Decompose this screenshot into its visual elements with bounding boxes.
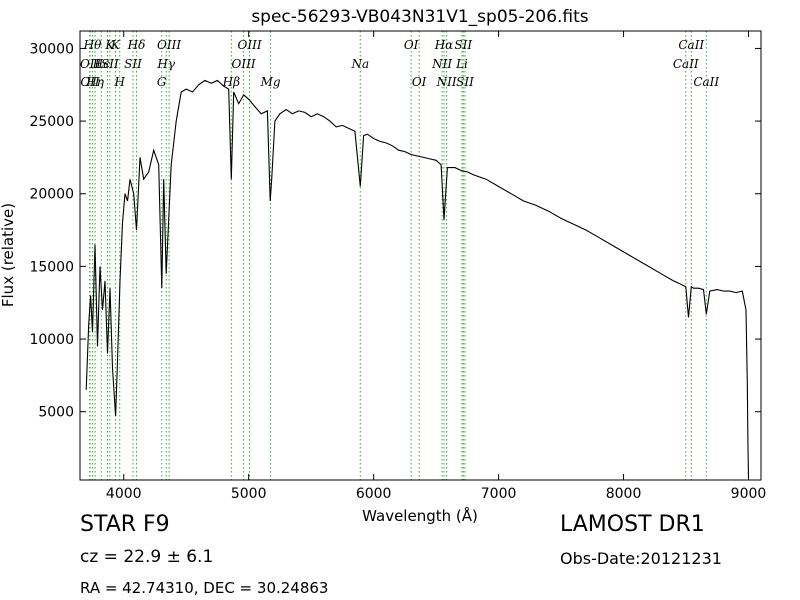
spectral-line-label: Hγ — [156, 57, 175, 71]
observation-date: Obs-Date:20121231 — [560, 549, 722, 568]
y-tick-label: 10000 — [29, 332, 74, 348]
x-tick-label: 6000 — [356, 486, 392, 502]
spectral-line-label: Hη — [85, 75, 104, 89]
x-axis-ticks: 4000 5000 6000 7000 8000 9000 — [106, 31, 766, 502]
spectral-line-label: OI — [412, 75, 427, 89]
spectral-line-label: K — [104, 38, 115, 52]
spectrum-line — [85, 79, 750, 479]
y-tick-label: 5000 — [38, 405, 74, 421]
spectral-line-label: Hδ — [127, 38, 146, 52]
y-axis-ticks: 5000 10000 15000 20000 25000 30000 — [29, 41, 761, 421]
x-tick-label: 8000 — [606, 486, 642, 502]
x-axis-label: Wavelength (Å) — [362, 506, 478, 525]
spectral-line-label: H — [114, 75, 126, 89]
x-tick-label: 7000 — [481, 486, 517, 502]
spectral-line-label: SII — [454, 38, 472, 52]
spectral-line-label: CaII — [678, 38, 704, 52]
spectral-line-label: K — [110, 38, 121, 52]
spectral-line-label: OIII — [232, 57, 256, 71]
coordinates: RA = 42.74310, DEC = 30.24863 — [80, 579, 329, 597]
object-class: STAR F9 — [80, 512, 170, 537]
spectral-line-label: OIII — [238, 38, 262, 52]
spectral-line-label: Li — [455, 57, 468, 71]
y-tick-label: 20000 — [29, 187, 74, 203]
spectral-line-label: Mg — [260, 75, 281, 89]
spectral-line-label: NII — [431, 57, 452, 71]
spectral-line-label: Hθ — [83, 38, 102, 52]
y-tick-label: 30000 — [29, 41, 74, 57]
spectral-line-label: CaII — [673, 57, 699, 71]
spectral-line-label: OII — [80, 75, 100, 89]
redshift-value: cz = 22.9 ± 6.1 — [80, 547, 214, 567]
y-tick-label: 25000 — [29, 114, 74, 130]
spectral-line-label: OIII — [157, 38, 181, 52]
chart-title: spec-56293-VB043N31V1_sp05-206.fits — [251, 7, 588, 27]
spectral-line-label: SII — [124, 57, 142, 71]
spectral-line-label: Hα — [434, 38, 454, 52]
spectral-line-label: ISII — [95, 57, 119, 71]
spectral-line-label: Hc — [92, 57, 110, 71]
spectral-line-markers — [89, 31, 707, 480]
spectral-line-label: CaII — [693, 75, 719, 89]
spectral-line-label: Hβ — [222, 75, 240, 89]
x-tick-label: 5000 — [231, 486, 267, 502]
plot-frame — [79, 30, 762, 481]
x-tick-label: 4000 — [106, 486, 142, 502]
y-tick-label: 15000 — [29, 259, 74, 275]
spectral-line-label: SII — [456, 75, 474, 89]
spectral-line-label: OII — [80, 57, 100, 71]
spectral-line-label: G — [157, 75, 167, 89]
y-axis-label: Flux (relative) — [0, 203, 17, 307]
survey-name: LAMOST DR1 — [560, 512, 705, 537]
spectral-line-label: NII — [436, 75, 457, 89]
spectral-line-label: Na — [350, 57, 369, 71]
x-tick-label: 9000 — [731, 486, 767, 502]
spectral-line-label: OI — [404, 38, 419, 52]
